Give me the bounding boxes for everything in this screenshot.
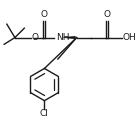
Text: NH: NH (57, 33, 70, 42)
Text: O: O (32, 33, 39, 42)
Text: O: O (40, 10, 47, 19)
Text: O: O (103, 10, 111, 19)
Text: OH: OH (123, 33, 137, 42)
Text: Cl: Cl (40, 109, 49, 118)
Polygon shape (63, 36, 75, 39)
